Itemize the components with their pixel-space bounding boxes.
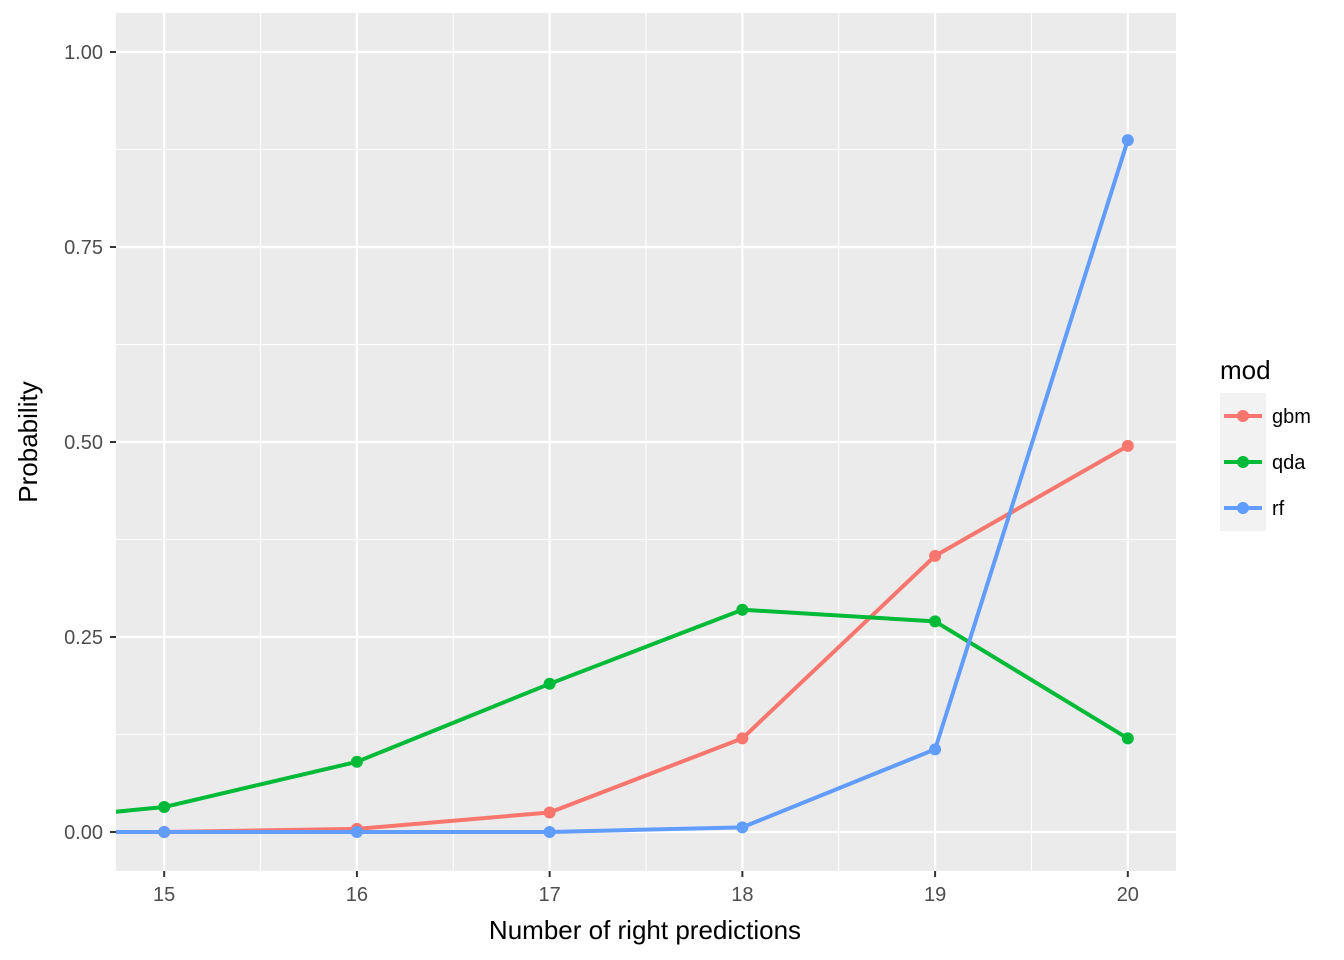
data-point-qda: [736, 603, 749, 616]
data-point-qda: [158, 801, 171, 814]
y-tick-label: 0.75: [64, 237, 103, 259]
x-tick-label: 20: [1117, 884, 1139, 906]
data-point-qda: [1121, 732, 1134, 745]
legend-label-rf: rf: [1272, 498, 1285, 520]
legend-item-rf: rf: [1220, 485, 1285, 531]
data-point-gbm: [1121, 439, 1134, 452]
legend-key-point: [1237, 456, 1249, 468]
data-point-rf: [736, 821, 749, 834]
data-point-qda: [929, 615, 942, 628]
axes: 15 16 17 18 19 20 0.00 0.25 0.50 0.75 1.00: [64, 42, 1139, 906]
data-point-qda: [350, 755, 363, 768]
data-point-rf: [158, 826, 171, 838]
x-tick-label: 17: [539, 884, 561, 906]
x-tick-label: 19: [924, 884, 946, 906]
series-qda: [116, 603, 1134, 814]
data-point-rf: [1121, 134, 1134, 147]
legend-key-point: [1237, 410, 1249, 422]
legend-title: mod: [1220, 355, 1271, 385]
data-point-gbm: [736, 732, 749, 745]
series-layer: [116, 134, 1134, 838]
x-axis-title: Number of right predictions: [489, 915, 801, 945]
data-point-gbm: [543, 806, 556, 819]
x-tick-label: 15: [153, 884, 175, 906]
y-tick-label: 0.50: [64, 432, 103, 454]
y-tick-label: 1.00: [64, 42, 103, 64]
y-axis-title: Probability: [13, 381, 43, 502]
legend-key-point: [1237, 502, 1249, 514]
data-point-gbm: [929, 549, 942, 562]
data-point-rf: [350, 826, 363, 838]
legend: mod gbm qda rf: [1220, 355, 1311, 531]
x-tick-label: 16: [346, 884, 368, 906]
legend-item-gbm: gbm: [1220, 393, 1311, 439]
legend-label-gbm: gbm: [1272, 406, 1311, 428]
y-tick-label: 0.00: [64, 822, 103, 844]
data-point-rf: [543, 826, 556, 838]
y-tick-label: 0.25: [64, 627, 103, 649]
data-point-rf: [929, 743, 942, 756]
series-rf: [116, 134, 1134, 838]
x-tick-label: 18: [731, 884, 753, 906]
data-point-qda: [543, 677, 556, 690]
legend-item-qda: qda: [1220, 439, 1306, 485]
legend-label-qda: qda: [1272, 452, 1306, 474]
